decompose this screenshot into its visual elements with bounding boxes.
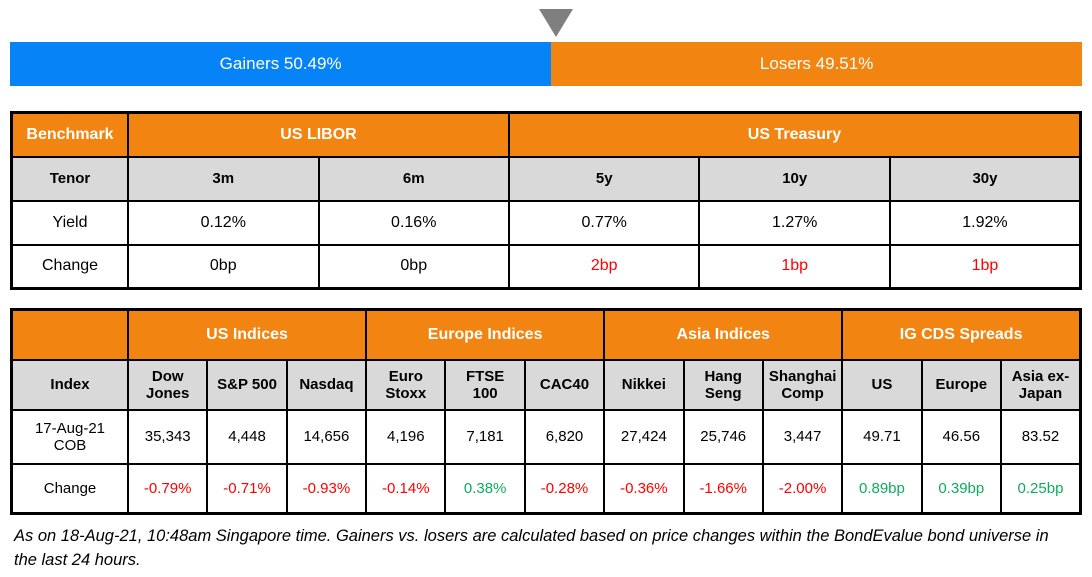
indices-group-row: US Indices Europe Indices Asia Indices I… (10, 308, 1082, 361)
yield-row: Yield 0.12% 0.16% 0.77% 1.27% 1.92% (10, 199, 1082, 246)
losers-label: Losers 49.51% (759, 54, 874, 73)
index-column-header: Nikkei (603, 358, 685, 411)
tenor-cell: 30y (888, 155, 1082, 202)
index-change-cell: 0.25bp (999, 462, 1082, 515)
index-value-cell: 25,746 (682, 408, 764, 465)
index-column-header: CAC40 (523, 358, 606, 411)
index-column-header: Euro Stoxx (365, 358, 447, 411)
index-value-cell: 46.56 (920, 408, 1002, 465)
change-cell: 2bp (507, 243, 701, 290)
gainers-segment: Gainers 50.49% (10, 42, 552, 86)
index-value-cell: 3,447 (761, 408, 844, 465)
yield-cell: 1.92% (888, 199, 1082, 246)
indices-corner-header (10, 308, 130, 361)
index-column-header: FTSE 100 (444, 358, 526, 411)
gainers-label: Gainers 50.49% (219, 54, 342, 73)
index-change-cell: 0.89bp (841, 462, 923, 515)
change-cell: 1bp (698, 243, 891, 290)
index-change-cell: -0.14% (365, 462, 447, 515)
benchmark-table: Benchmark US LIBOR US Treasury Tenor 3m … (10, 111, 1082, 290)
yield-cell: 0.77% (507, 199, 701, 246)
index-value-cell: 27,424 (603, 408, 685, 465)
tenor-cell: 3m (127, 155, 320, 202)
index-change-cell: -0.93% (285, 462, 368, 515)
change-cell: 0bp (127, 243, 320, 290)
index-change-row: Change -0.79% -0.71% -0.93% -0.14% 0.38%… (10, 462, 1082, 515)
index-value-cell: 7,181 (444, 408, 526, 465)
footnote: As on 18-Aug-21, 10:48am Singapore time.… (14, 527, 1049, 569)
yield-cell: 1.27% (698, 199, 891, 246)
us-indices-group-header: US Indices (127, 308, 368, 361)
index-value-cell: 14,656 (285, 408, 368, 465)
index-column-header: Europe (920, 358, 1002, 411)
change-row-label: Change (10, 462, 130, 515)
index-value-cell: 4,448 (206, 408, 288, 465)
index-value-cell: 83.52 (999, 408, 1082, 465)
index-column-header: Shanghai Comp (761, 358, 844, 411)
index-value-cell: 6,820 (523, 408, 606, 465)
index-column-header: Hang Seng (682, 358, 764, 411)
index-change-cell: 0.39bp (920, 462, 1002, 515)
tenor-row-label: Tenor (10, 155, 130, 202)
change-cell: 0bp (317, 243, 510, 290)
index-row-label: Index (10, 358, 130, 411)
benchmark-group-row: Benchmark US LIBOR US Treasury (10, 111, 1082, 158)
benchmark-change-row: Change 0bp 0bp 2bp 1bp 1bp (10, 243, 1082, 290)
index-change-cell: -0.28% (523, 462, 606, 515)
tenor-row: Tenor 3m 6m 5y 10y 30y (10, 155, 1082, 202)
tenor-cell: 5y (507, 155, 701, 202)
index-column-header: Asia ex-Japan (999, 358, 1082, 411)
index-value-cell: 49.71 (841, 408, 923, 465)
index-value-cell: 4,196 (365, 408, 447, 465)
yield-cell: 0.16% (317, 199, 510, 246)
index-change-cell: -2.00% (761, 462, 844, 515)
yield-cell: 0.12% (127, 199, 320, 246)
index-column-header: Dow Jones (127, 358, 209, 411)
losers-segment: Losers 49.51% (551, 42, 1082, 86)
sentiment-pointer-row (10, 0, 1082, 42)
yield-row-label: Yield (10, 199, 130, 246)
index-column-header: US (841, 358, 923, 411)
down-triangle-icon (539, 9, 573, 37)
asia-indices-group-header: Asia Indices (603, 308, 844, 361)
ig-cds-spreads-group-header: IG CDS Spreads (841, 308, 1082, 361)
tenor-cell: 10y (698, 155, 891, 202)
indices-table: US Indices Europe Indices Asia Indices I… (10, 308, 1082, 515)
benchmark-corner-header: Benchmark (10, 111, 130, 158)
index-column-header: Nasdaq (285, 358, 368, 411)
gainers-losers-bar: Gainers 50.49% Losers 49.51% (10, 42, 1082, 86)
europe-indices-group-header: Europe Indices (365, 308, 606, 361)
index-change-cell: -0.36% (603, 462, 685, 515)
us-libor-group-header: US LIBOR (127, 111, 510, 158)
index-column-header: S&P 500 (206, 358, 288, 411)
tenor-cell: 6m (317, 155, 510, 202)
index-value-cell: 35,343 (127, 408, 209, 465)
change-cell: 1bp (888, 243, 1082, 290)
index-header-row: Index Dow Jones S&P 500 Nasdaq Euro Stox… (10, 358, 1082, 411)
index-change-cell: -1.66% (682, 462, 764, 515)
date-row-label: 17-Aug-21 COB (10, 408, 130, 465)
index-change-cell: 0.38% (444, 462, 526, 515)
index-change-cell: -0.79% (127, 462, 209, 515)
us-treasury-group-header: US Treasury (507, 111, 1082, 158)
index-values-row: 17-Aug-21 COB 35,343 4,448 14,656 4,196 … (10, 408, 1082, 465)
index-change-cell: -0.71% (206, 462, 288, 515)
change-row-label: Change (10, 243, 130, 290)
